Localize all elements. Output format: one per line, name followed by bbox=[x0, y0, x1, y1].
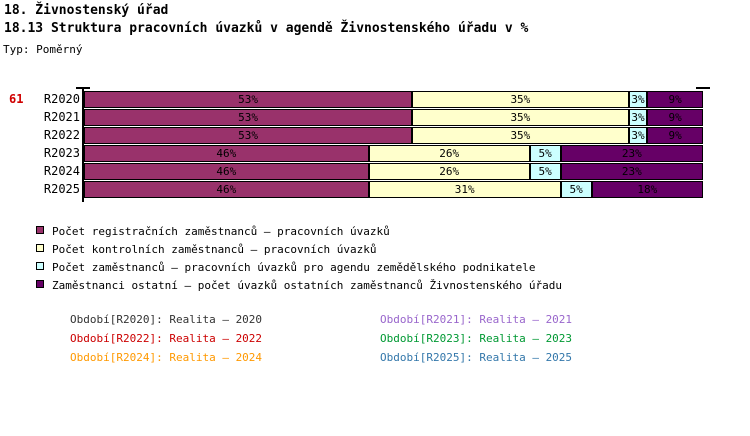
period-row: Období[R2022]: Realita – 2022 Období[R202… bbox=[70, 332, 630, 351]
period-legend-entry[interactable]: Období[R2022]: Realita – 2022 bbox=[70, 332, 263, 345]
legend-item-label: Počet registračních zaměstnanců – pracov… bbox=[52, 224, 390, 238]
axis-tick-right bbox=[696, 87, 710, 89]
bar-row-label: R2020 bbox=[43, 92, 80, 106]
bar-row[interactable]: R2023 46% 26% 5% 23% bbox=[44, 145, 703, 162]
period-row: Období[R2024]: Realita – 2024 Období[R202… bbox=[70, 351, 630, 370]
bar-segment[interactable]: 46% bbox=[84, 163, 369, 180]
bar-row[interactable]: R2021 53% 35% 3% 9% bbox=[44, 109, 703, 126]
chart-legend: Počet registračních zaměstnanců – pracov… bbox=[36, 224, 562, 296]
row-index-number: 61 bbox=[9, 92, 24, 106]
legend-item[interactable]: Zaměstnanci ostatní – počet úvazků ostat… bbox=[36, 278, 562, 296]
legend-item[interactable]: Počet registračních zaměstnanců – pracov… bbox=[36, 224, 562, 242]
bar-segment[interactable]: 9% bbox=[647, 109, 703, 126]
bar-row-label: R2022 bbox=[43, 128, 80, 142]
bar-segment[interactable]: 26% bbox=[368, 163, 530, 180]
bar-segment[interactable]: 26% bbox=[368, 145, 530, 162]
bar-segment[interactable]: 9% bbox=[647, 127, 703, 144]
legend-swatch-icon bbox=[36, 226, 44, 234]
bar-segment[interactable]: 35% bbox=[412, 109, 629, 126]
bar-segment[interactable]: 5% bbox=[529, 145, 561, 162]
period-legend-entry[interactable]: Období[R2025]: Realita – 2025 bbox=[380, 351, 573, 364]
bar-segment[interactable]: 31% bbox=[368, 181, 561, 198]
bar-row[interactable]: R2025 46% 31% 5% 18% bbox=[44, 181, 703, 198]
bar-row-label: R2023 bbox=[43, 146, 80, 160]
axis-tick-left bbox=[76, 87, 90, 89]
period-legend-entry[interactable]: Období[R2021]: Realita – 2021 bbox=[380, 313, 573, 326]
bar-segment[interactable]: 35% bbox=[412, 91, 629, 108]
bar-segment[interactable]: 53% bbox=[84, 109, 413, 126]
period-legend-entry[interactable]: Období[R2024]: Realita – 2024 bbox=[70, 351, 263, 364]
bar-row-label: R2024 bbox=[43, 164, 80, 178]
legend-swatch-icon bbox=[36, 244, 44, 252]
type-label: Typ: Poměrný bbox=[3, 43, 83, 56]
bar-row-label: R2025 bbox=[43, 182, 80, 196]
chart-title: 18.13 Struktura pracovních úvazků v agen… bbox=[4, 21, 529, 36]
legend-swatch-icon bbox=[36, 280, 44, 288]
bar-segment[interactable]: 53% bbox=[84, 91, 413, 108]
legend-item-label: Zaměstnanci ostatní – počet úvazků ostat… bbox=[52, 278, 562, 292]
legend-item-label: Počet zaměstnanců – pracovních úvazků pr… bbox=[52, 260, 536, 274]
period-legend-entry[interactable]: Období[R2023]: Realita – 2023 bbox=[380, 332, 573, 345]
bar-row-label: R2021 bbox=[43, 110, 80, 124]
bar-segment[interactable]: 3% bbox=[628, 127, 648, 144]
bar-segment[interactable]: 35% bbox=[412, 127, 629, 144]
bar-segment[interactable]: 23% bbox=[560, 163, 703, 180]
bar-segment[interactable]: 23% bbox=[560, 145, 703, 162]
bar-segment[interactable]: 53% bbox=[84, 127, 413, 144]
period-legend-entry[interactable]: Období[R2020]: Realita – 2020 bbox=[70, 313, 263, 326]
legend-item[interactable]: Počet kontrolních zaměstnanců – pracovní… bbox=[36, 242, 562, 260]
chart-axis-line bbox=[82, 87, 84, 202]
bar-segment[interactable]: 46% bbox=[84, 181, 369, 198]
bar-row[interactable]: R2022 53% 35% 3% 9% bbox=[44, 127, 703, 144]
legend-swatch-icon bbox=[36, 262, 44, 270]
bar-segment[interactable]: 5% bbox=[529, 163, 561, 180]
bar-segment[interactable]: 18% bbox=[591, 181, 703, 198]
legend-item-label: Počet kontrolních zaměstnanců – pracovní… bbox=[52, 242, 377, 256]
bar-segment[interactable]: 46% bbox=[84, 145, 369, 162]
bar-segment[interactable]: 3% bbox=[628, 109, 648, 126]
bar-segment[interactable]: 5% bbox=[560, 181, 592, 198]
legend-item[interactable]: Počet zaměstnanců – pracovních úvazků pr… bbox=[36, 260, 562, 278]
page-title: 18. Živnostenský úřad bbox=[4, 3, 169, 18]
period-row: Období[R2020]: Realita – 2020 Období[R202… bbox=[70, 313, 630, 332]
bar-segment[interactable]: 9% bbox=[647, 91, 703, 108]
bar-segment[interactable]: 3% bbox=[628, 91, 648, 108]
bar-row[interactable]: R2024 46% 26% 5% 23% bbox=[44, 163, 703, 180]
bar-row[interactable]: R2020 53% 35% 3% 9% bbox=[44, 91, 703, 108]
period-legend: Období[R2020]: Realita – 2020 Období[R202… bbox=[70, 313, 630, 370]
